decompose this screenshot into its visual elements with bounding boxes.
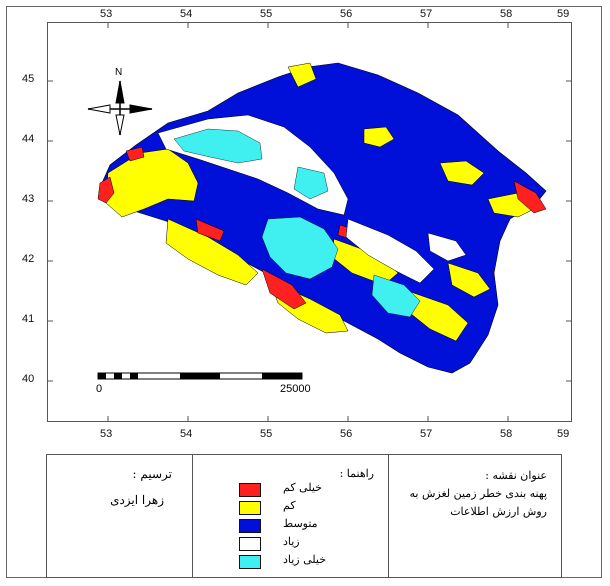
legend-label: خیلی کم (283, 481, 322, 494)
bottom-tick-label: 59 (557, 428, 570, 440)
left-tick-label: 41 (22, 313, 35, 325)
left-tick-label: 43 (22, 193, 35, 205)
region-very-low-4 (513, 180, 547, 214)
legend-label: متوسط (283, 517, 318, 530)
map-title-line-1: عنوان نقشه : (485, 469, 547, 482)
top-tick-label: 56 (340, 8, 353, 20)
legend-label: زیاد (283, 535, 300, 548)
credit-title: ترسیم : (132, 467, 172, 481)
region-low-7 (287, 62, 317, 88)
left-tick-label: 45 (22, 73, 35, 85)
credit-name: زهرا ایزدی (110, 493, 164, 507)
region-very-low-3 (261, 268, 307, 310)
swatch-high (239, 537, 261, 551)
legend-box: ترسیم : زهرا ایزدی راهنما : خیلی کم کم م… (46, 454, 562, 578)
swatch-very-high (239, 555, 261, 569)
region-very-low-2 (195, 218, 225, 242)
scale-label-25000: 25000 (280, 383, 311, 395)
bottom-tick-label: 55 (260, 428, 273, 440)
bottom-tick-label: 54 (180, 428, 193, 440)
legend-header: راهنما : (339, 467, 374, 480)
legend-item: متوسط (239, 517, 359, 535)
top-tick-label: 53 (100, 8, 113, 20)
region-low-9 (447, 262, 491, 298)
region-very-high-1 (173, 128, 263, 164)
map-title-line-3: روش ارزش اطلاعات (450, 505, 547, 518)
region-low-6 (439, 160, 485, 186)
top-tick-label: 57 (420, 8, 433, 20)
legend-panel: راهنما : خیلی کم کم متوسط زیاد خیلی زیاد (193, 455, 389, 577)
region-very-low-6 (125, 146, 145, 162)
bottom-tick-label: 56 (340, 428, 353, 440)
swatch-medium (239, 519, 261, 533)
top-tick-label: 54 (180, 8, 193, 20)
bottom-tick-label: 53 (100, 428, 113, 440)
bottom-tick-label: 57 (420, 428, 433, 440)
region-very-low-1 (97, 176, 115, 204)
map-title-line-2: پهنه بندی خطر زمین لغزش به (409, 487, 548, 500)
region-very-high-2 (261, 216, 339, 280)
region-low-5 (363, 126, 395, 148)
legend-item: خیلی زیاد (239, 553, 359, 571)
region-high-2 (345, 218, 435, 284)
region-very-high-3 (293, 166, 329, 200)
left-tick-label: 44 (22, 133, 35, 145)
map-panel: N 0 25000 (47, 22, 572, 422)
legend-label: خیلی زیاد (283, 553, 327, 566)
scale-label-0: 0 (96, 383, 102, 395)
region-high-3 (427, 232, 467, 262)
bottom-tick-label: 58 (500, 428, 513, 440)
legend-item: کم (239, 499, 359, 517)
swatch-low (239, 501, 261, 515)
top-tick-label: 55 (260, 8, 273, 20)
north-arrow-icon (87, 80, 153, 136)
tick-marks (48, 23, 571, 421)
legend-label: کم (283, 499, 296, 512)
north-label: N (115, 67, 122, 78)
region-very-high-4 (371, 274, 421, 318)
map-title-panel: عنوان نقشه : پهنه بندی خطر زمین لغزش به … (389, 455, 561, 577)
legend-item: زیاد (239, 535, 359, 553)
top-tick-label: 59 (557, 8, 570, 20)
legend-item: خیلی کم (239, 481, 359, 499)
top-tick-label: 58 (500, 8, 513, 20)
left-tick-label: 42 (22, 253, 35, 265)
credit-panel: ترسیم : زهرا ایزدی (47, 455, 193, 577)
left-tick-label: 40 (22, 373, 35, 385)
region-low-2 (165, 218, 259, 286)
scale-bar (97, 372, 303, 380)
region-low-1 (105, 148, 199, 218)
hazard-map: N 0 25000 (48, 23, 571, 421)
swatch-very-low (239, 483, 261, 497)
